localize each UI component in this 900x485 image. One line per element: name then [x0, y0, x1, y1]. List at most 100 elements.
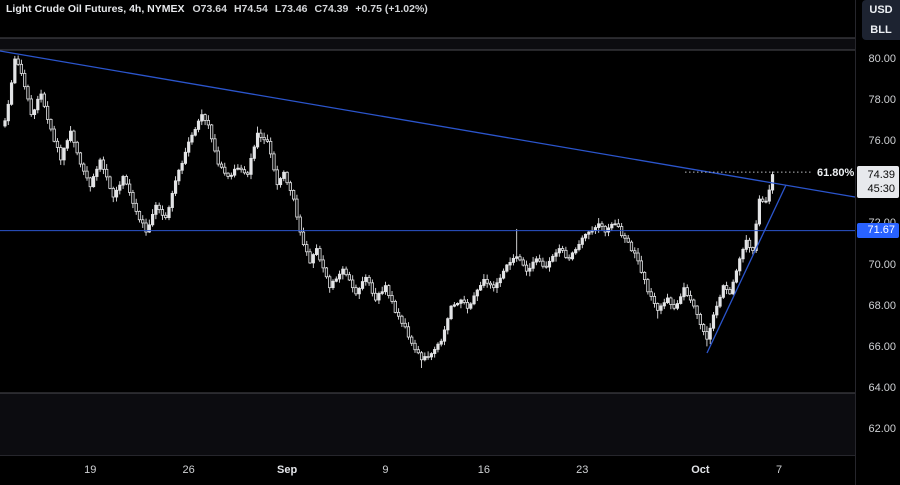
candle-body: [252, 146, 256, 159]
candle-body: [65, 140, 69, 149]
candle-body: [292, 190, 296, 200]
candle-body: [236, 167, 240, 170]
candle-body: [429, 353, 434, 358]
candle-body: [128, 183, 132, 193]
candle-body: [478, 285, 483, 291]
candle-body: [3, 120, 7, 127]
ascending-trendline[interactable]: [706, 184, 787, 354]
ohlc-open: O73.64: [192, 3, 227, 15]
candle-body: [541, 260, 545, 267]
candle-body: [747, 239, 752, 248]
candle-body: [741, 248, 745, 260]
candle-body: [85, 170, 89, 179]
candle-body: [442, 329, 447, 342]
candle-body: [675, 303, 680, 309]
candle-body: [534, 258, 538, 263]
candle-body: [767, 189, 771, 202]
candle-body: [554, 252, 558, 257]
currency-button[interactable]: USD: [869, 4, 893, 16]
candle-body: [662, 302, 666, 307]
candle-body: [357, 288, 361, 295]
candle-body: [134, 202, 138, 212]
candle-body: [131, 192, 135, 204]
session-band: [0, 38, 855, 50]
candle-body: [259, 132, 263, 138]
candle-body: [413, 342, 417, 351]
candle-body: [341, 268, 345, 275]
candle-body: [95, 168, 99, 177]
price-line-label[interactable]: 71.67: [857, 223, 899, 239]
candle-body: [269, 140, 273, 155]
chart-pane[interactable]: 61.80% Light Crude Oil Futures, 4h, NYME…: [0, 0, 855, 455]
time-axis[interactable]: 19 26 Sep 9 16 23 Oct 7: [0, 455, 855, 485]
candle-body: [606, 227, 611, 233]
candle-body: [515, 256, 519, 259]
candle-body: [718, 296, 722, 307]
candle-body: [39, 93, 43, 100]
unit-button[interactable]: BLL: [870, 24, 892, 36]
candle-body: [36, 98, 40, 111]
candle-body: [764, 200, 768, 203]
candle-body: [610, 223, 614, 229]
candle-body: [623, 235, 627, 239]
symbol-legend: Light Crude Oil Futures, 4h, NYMEX O73.6…: [6, 3, 428, 15]
candle-body: [16, 58, 20, 65]
candle-body: [505, 264, 509, 272]
candle-body: [42, 93, 46, 107]
candle-body: [52, 128, 56, 142]
price-axis[interactable]: 80.0078.0076.0074.0072.0070.0068.0066.00…: [855, 0, 900, 485]
candle-body: [416, 349, 420, 354]
candle-body: [597, 223, 601, 228]
candle-body: [46, 105, 50, 120]
candle-body: [531, 261, 535, 269]
candle-body: [232, 168, 237, 176]
candle-body: [725, 285, 729, 290]
candle-body: [695, 305, 699, 315]
candle-body: [715, 305, 719, 316]
candle-body: [528, 267, 532, 272]
candle-body: [311, 254, 315, 264]
candle-body: [485, 279, 489, 284]
candle-body: [118, 184, 122, 191]
candle-body: [167, 207, 171, 219]
candle-body: [157, 204, 161, 210]
price-tick: 76.00: [868, 134, 896, 147]
candle-body: [469, 303, 473, 309]
candle-body: [518, 256, 522, 261]
candle-body: [308, 251, 312, 264]
candle-body: [423, 356, 427, 361]
candle-body: [32, 109, 37, 116]
candle-body: [278, 178, 283, 186]
candle-body: [419, 352, 424, 361]
candle-body: [288, 182, 292, 191]
candle-body: [495, 282, 499, 289]
candle-body: [439, 340, 443, 345]
candle-body: [154, 204, 158, 215]
candle-body: [328, 276, 332, 289]
candle-body: [511, 257, 516, 263]
candle-body: [344, 268, 348, 276]
candle-body: [370, 282, 374, 294]
candle-body: [141, 219, 145, 224]
symbol-title[interactable]: Light Crude Oil Futures, 4h, NYMEX: [6, 3, 185, 15]
candle-body: [403, 322, 407, 328]
candle-body: [150, 213, 155, 226]
price-tick: 62.00: [868, 423, 896, 436]
candle-body: [337, 273, 342, 280]
candle-body: [377, 293, 381, 301]
candle-body: [436, 343, 440, 350]
candle-body: [121, 176, 125, 186]
descending-trendline[interactable]: [0, 50, 855, 198]
candle-body: [649, 291, 653, 297]
candle-body: [564, 249, 568, 258]
candlestick-chart-canvas[interactable]: 61.80%: [0, 0, 855, 455]
candle-body: [82, 163, 86, 172]
candle-body: [147, 224, 151, 233]
candle-body: [55, 140, 60, 148]
candle-body: [19, 63, 24, 74]
candle-body: [705, 331, 709, 340]
candle-body: [177, 169, 181, 182]
candle-body: [314, 248, 319, 255]
time-tick: Sep: [276, 464, 298, 476]
candle-body: [646, 279, 650, 293]
